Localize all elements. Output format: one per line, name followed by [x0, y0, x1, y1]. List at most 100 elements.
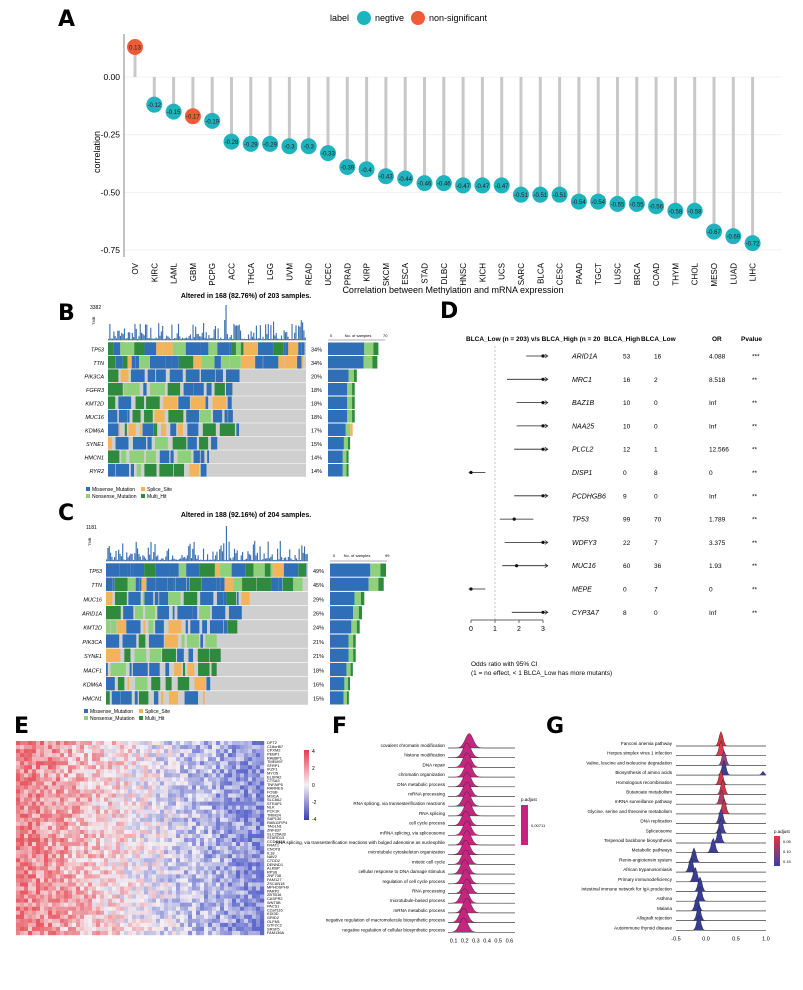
ridge-density — [448, 742, 515, 758]
heatmap-cell — [196, 741, 201, 746]
heatmap-cell — [228, 761, 233, 766]
tmb-bar — [184, 556, 186, 561]
heatmap-cell — [260, 821, 265, 827]
heatmap-cell — [60, 821, 65, 827]
heatmap-cell — [228, 813, 233, 818]
heatmap-cell — [164, 765, 169, 770]
heatmap-cell — [116, 914, 121, 920]
heatmap-cell — [208, 850, 213, 855]
heatmap-cell — [52, 854, 57, 859]
heatmap-cell — [116, 753, 121, 758]
gene-label: FOSB — [267, 789, 278, 794]
x-tick-label-lgg: LGG — [266, 263, 275, 280]
heatmap-cell — [248, 821, 253, 827]
heatmap-cell — [244, 882, 249, 887]
heatmap-cell — [116, 846, 121, 851]
heatmap-cell — [72, 926, 77, 932]
heatmap-cell — [44, 765, 49, 770]
heatmap-cell — [100, 842, 105, 847]
heatmap-cell — [148, 817, 153, 823]
heatmap-cell — [128, 902, 133, 907]
tmb-bar — [214, 325, 217, 340]
heatmap-cell — [144, 850, 149, 855]
heatmap-cell — [48, 902, 53, 907]
heatmap-cell — [96, 930, 101, 936]
heatmap-cell — [136, 918, 141, 924]
heatmap-cell — [204, 765, 209, 770]
tmb-bar — [117, 330, 119, 340]
heatmap-cell — [220, 886, 225, 891]
heatmap-cell — [128, 918, 133, 924]
heatmap-cell — [236, 777, 241, 782]
heatmap-cell — [108, 898, 113, 903]
value-label: -0.12 — [147, 103, 161, 109]
heatmap-cell — [68, 930, 73, 936]
heatmap-cell — [164, 749, 169, 754]
ridge-density — [676, 876, 766, 892]
heatmap-cell — [188, 769, 193, 774]
heatmap-cell — [48, 825, 53, 831]
heatmap-cell — [220, 781, 225, 786]
lollipop-point-lihc — [744, 235, 761, 252]
heatmap-cell — [52, 769, 57, 774]
heatmap-cell — [204, 910, 209, 915]
mutation-block — [127, 355, 132, 369]
gene-label: ALKBP — [267, 866, 280, 871]
heatmap-cell — [16, 922, 21, 928]
heatmap-cell — [32, 910, 37, 915]
heatmap-cell — [32, 813, 37, 818]
tmb-bar — [282, 338, 284, 340]
heatmap-cell — [140, 842, 145, 847]
heatmap-cell — [252, 821, 257, 827]
heatmap-cell — [204, 825, 209, 831]
heatmap-cell — [92, 825, 97, 831]
heatmap-cell — [212, 930, 217, 936]
heatmap-cell — [220, 797, 225, 802]
heatmap-cell — [212, 894, 217, 899]
mutation-block — [160, 691, 164, 705]
ridge-label: mRNA surveillance pathway — [615, 799, 673, 804]
heatmap-cell — [228, 890, 233, 895]
heatmap-cell — [152, 809, 157, 814]
heatmap-cell — [128, 765, 133, 770]
heatmap-cell — [140, 866, 145, 871]
heatmap-cell — [60, 793, 65, 798]
heatmap-cell — [20, 838, 25, 843]
tmb-bar — [175, 338, 177, 340]
heatmap-cell — [144, 805, 149, 810]
x-tick-label-gbm: GBM — [189, 263, 198, 282]
heatmap-cell — [188, 793, 193, 798]
mutation-block — [226, 369, 240, 383]
x-tick-label-read: READ — [305, 263, 314, 285]
heatmap-cell — [96, 886, 101, 891]
heatmap-cell — [88, 866, 93, 871]
heatmap-cell — [88, 850, 93, 855]
tmb-bar — [275, 332, 277, 340]
heatmap-cell — [140, 846, 145, 851]
heatmap-cell — [236, 825, 241, 831]
heatmap-cell — [24, 914, 29, 920]
mutation-block — [126, 620, 141, 634]
heatmap-cell — [132, 894, 137, 899]
heatmap-cell — [124, 765, 129, 770]
odds-ratio-point — [541, 401, 545, 405]
heatmap-cell — [256, 789, 261, 794]
heatmap-cell — [204, 777, 209, 782]
tmb-bar — [176, 559, 178, 561]
heatmap-cell — [132, 870, 137, 875]
heatmap-cell — [164, 922, 169, 928]
heatmap-cell — [16, 761, 21, 766]
heatmap-cell — [232, 906, 237, 911]
lollipop-point-paad — [570, 193, 587, 210]
heatmap-cell — [216, 793, 221, 798]
heatmap-cell — [52, 914, 57, 920]
heatmap-cell — [184, 793, 189, 798]
ridge-density — [676, 750, 766, 766]
heatmap-cell — [120, 793, 125, 798]
heatmap-cell — [88, 777, 93, 782]
tmb-bar — [252, 544, 254, 561]
heatmap-cell — [68, 838, 73, 843]
heatmap-cell — [208, 805, 213, 810]
heatmap-cell — [180, 749, 185, 754]
heatmap-cell — [120, 765, 125, 770]
